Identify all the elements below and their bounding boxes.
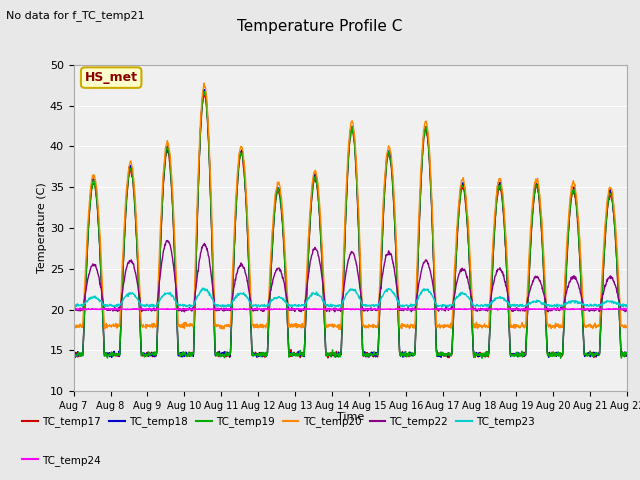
TC_temp19	[179, 349, 187, 355]
TC_temp22	[623, 307, 631, 313]
Legend: TC_temp24: TC_temp24	[18, 451, 105, 470]
TC_temp19	[193, 232, 200, 238]
TC_temp24	[255, 306, 262, 312]
TC_temp18	[70, 352, 77, 358]
TC_temp17	[558, 353, 566, 359]
TC_temp23	[509, 301, 517, 307]
Line: TC_temp23: TC_temp23	[74, 288, 627, 308]
TC_temp18	[558, 352, 566, 358]
TC_temp23	[623, 302, 631, 308]
TC_temp23	[70, 303, 77, 309]
TC_temp18	[193, 216, 201, 222]
Line: TC_temp19: TC_temp19	[74, 92, 627, 358]
TC_temp20	[437, 324, 445, 329]
TC_temp20	[558, 324, 566, 329]
TC_temp22	[180, 307, 188, 313]
Text: Temperature Profile C: Temperature Profile C	[237, 19, 403, 34]
TC_temp20	[509, 325, 517, 331]
TC_temp24	[494, 307, 502, 313]
TC_temp22	[194, 272, 202, 277]
TC_temp23	[179, 303, 187, 309]
TC_temp18	[623, 352, 631, 358]
TC_temp24	[193, 306, 200, 312]
TC_temp22	[437, 307, 445, 312]
TC_temp24	[623, 307, 631, 312]
TC_temp19	[623, 349, 631, 355]
TC_temp17	[179, 351, 187, 357]
Text: HS_met: HS_met	[84, 71, 138, 84]
TC_temp22	[255, 306, 263, 312]
TC_temp20	[337, 326, 344, 332]
TC_temp17	[509, 352, 517, 358]
TC_temp18	[108, 354, 116, 360]
TC_temp17	[623, 350, 631, 356]
TC_temp20	[200, 80, 208, 86]
TC_temp20	[193, 215, 200, 221]
Line: TC_temp24: TC_temp24	[74, 309, 627, 310]
TC_temp23	[198, 285, 206, 291]
Y-axis label: Temperature (C): Temperature (C)	[37, 182, 47, 274]
TC_temp24	[436, 306, 444, 312]
TC_temp19	[70, 349, 77, 355]
TC_temp24	[558, 306, 566, 312]
TC_temp24	[509, 306, 516, 312]
TC_temp22	[164, 238, 172, 243]
TC_temp19	[436, 350, 444, 356]
TC_temp17	[255, 352, 263, 358]
TC_temp19	[200, 89, 208, 95]
TC_temp17	[70, 349, 77, 355]
TC_temp17	[437, 352, 445, 358]
TC_temp19	[509, 353, 516, 359]
TC_temp20	[255, 322, 263, 328]
TC_temp22	[558, 307, 566, 312]
TC_temp18	[255, 350, 263, 356]
Line: TC_temp22: TC_temp22	[74, 240, 627, 312]
TC_temp18	[180, 351, 188, 357]
TC_temp20	[179, 323, 187, 329]
TC_temp19	[558, 352, 566, 358]
TC_temp17	[201, 90, 209, 96]
TC_temp19	[557, 355, 564, 361]
Text: No data for f_TC_temp21: No data for f_TC_temp21	[6, 10, 145, 21]
Line: TC_temp18: TC_temp18	[74, 90, 627, 357]
TC_temp22	[509, 308, 517, 314]
Line: TC_temp17: TC_temp17	[74, 93, 627, 358]
TC_temp24	[620, 306, 628, 312]
TC_temp17	[324, 355, 332, 361]
TC_temp19	[255, 351, 263, 357]
TC_temp18	[437, 354, 445, 360]
TC_temp20	[623, 324, 631, 329]
X-axis label: Time: Time	[337, 412, 364, 422]
TC_temp17	[193, 236, 200, 241]
Line: TC_temp20: TC_temp20	[74, 83, 627, 329]
TC_temp23	[444, 305, 451, 311]
TC_temp18	[200, 87, 208, 93]
TC_temp24	[179, 306, 187, 312]
TC_temp23	[193, 296, 200, 301]
TC_temp22	[180, 309, 188, 315]
TC_temp23	[436, 302, 444, 308]
TC_temp20	[70, 323, 77, 329]
Legend: TC_temp17, TC_temp18, TC_temp19, TC_temp20, TC_temp22, TC_temp23: TC_temp17, TC_temp18, TC_temp19, TC_temp…	[18, 412, 539, 432]
TC_temp24	[70, 306, 77, 312]
TC_temp23	[558, 303, 566, 309]
TC_temp18	[509, 351, 517, 357]
TC_temp23	[255, 303, 263, 309]
TC_temp22	[70, 306, 77, 312]
